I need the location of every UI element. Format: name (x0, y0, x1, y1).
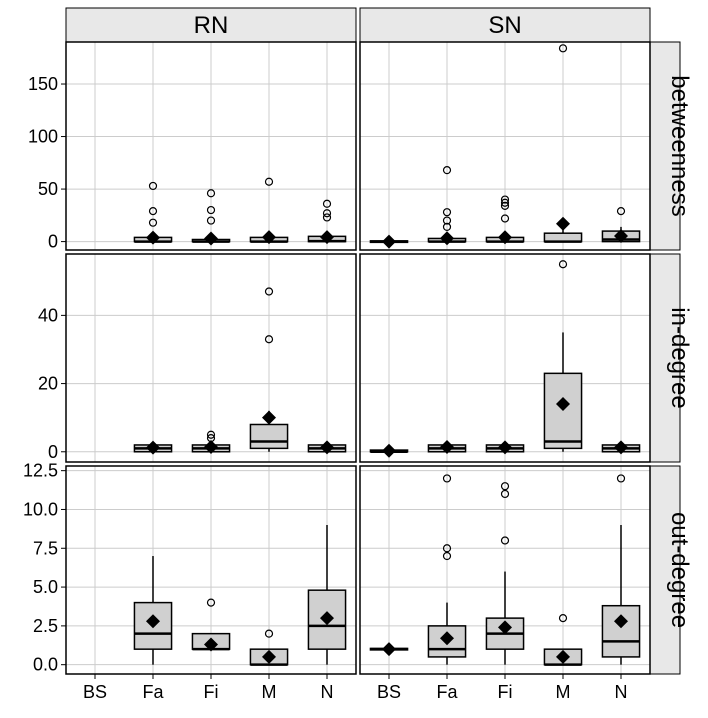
row-strip-label: in-degree (666, 307, 693, 408)
box (544, 233, 581, 241)
y-tick-label: 2.5 (33, 616, 58, 636)
x-tick-label: M (556, 682, 571, 702)
y-tick-label: 0.0 (33, 655, 58, 675)
mean-marker (440, 231, 454, 245)
row-strip-label: betweenness (666, 75, 693, 216)
y-tick-label: 7.5 (33, 538, 58, 558)
row-strip-label: out-degree (666, 512, 693, 628)
x-tick-label: BS (377, 682, 401, 702)
y-tick-label: 0 (48, 232, 58, 252)
y-tick-label: 12.5 (23, 461, 58, 481)
x-tick-label: N (615, 682, 628, 702)
y-tick-label: 40 (38, 305, 58, 325)
x-tick-label: Fi (498, 682, 513, 702)
y-tick-label: 150 (28, 74, 58, 94)
chart-svg: RN SN betweenness in-degree out-degree 0 50 100… (0, 0, 708, 718)
mean-marker (382, 444, 396, 458)
x-tick-label: M (262, 682, 277, 702)
mean-marker (262, 411, 276, 425)
col-strip-label: RN (194, 12, 229, 39)
y-tick-label: 0 (48, 442, 58, 462)
col-strip-label: SN (488, 12, 521, 39)
x-tick-label: BS (83, 682, 107, 702)
x-tick-label: Fa (142, 682, 164, 702)
x-tick-label: Fi (204, 682, 219, 702)
panel: 0 50 100 150 (28, 42, 356, 252)
facet-boxplot-figure: RN SN betweenness in-degree out-degree 0 50 100… (0, 0, 708, 718)
x-tick-label: N (321, 682, 334, 702)
y-tick-label: 5.0 (33, 577, 58, 597)
panel (360, 254, 650, 462)
box (602, 606, 639, 657)
y-tick-label: 100 (28, 127, 58, 147)
mean-marker (204, 231, 218, 245)
x-tick-label: Fa (436, 682, 458, 702)
mean-marker (382, 642, 396, 656)
box (250, 424, 287, 448)
y-tick-label: 50 (38, 179, 58, 199)
mean-marker (146, 441, 160, 455)
mean-marker (556, 217, 570, 231)
panel (360, 42, 650, 250)
mean-marker (382, 235, 396, 249)
y-tick-label: 10.0 (23, 499, 58, 519)
panel: 0 20 40 (38, 254, 356, 462)
panel: 0.0 2.5 5.0 7.5 10.0 12.5 BS Fa Fi M N (23, 461, 356, 702)
y-tick-label: 20 (38, 374, 58, 394)
panel: BS Fa Fi M N (360, 466, 650, 702)
